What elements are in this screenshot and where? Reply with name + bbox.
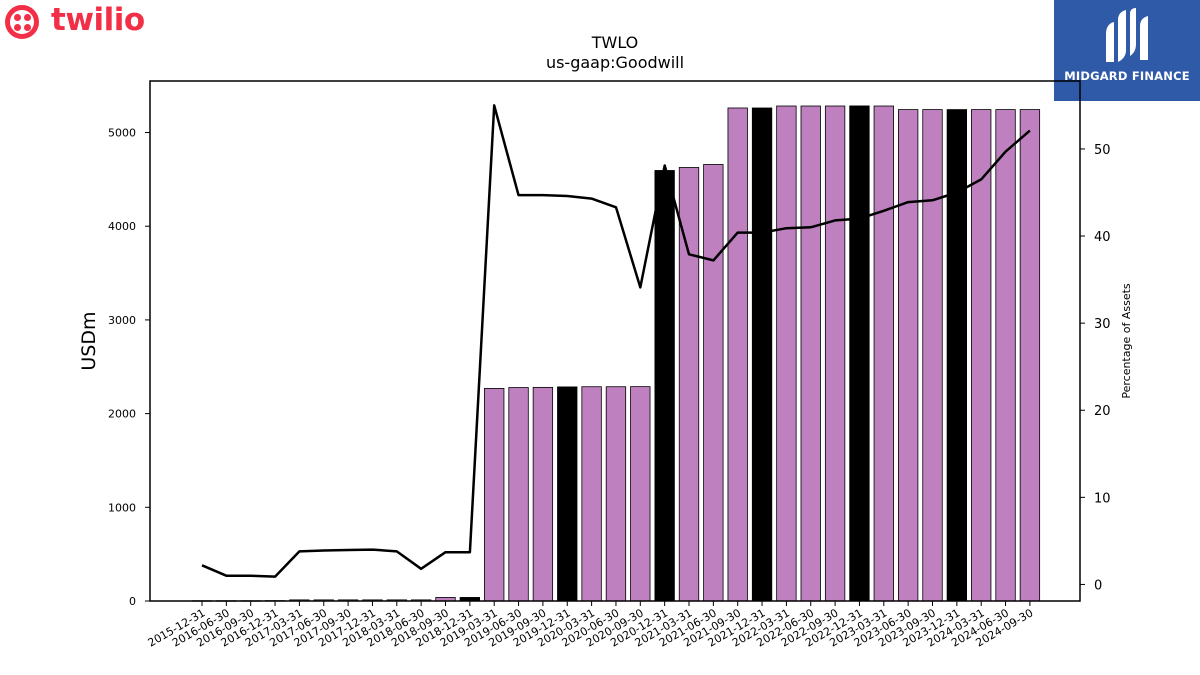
bar	[751, 107, 773, 602]
y-tick-label: 1000	[108, 501, 136, 514]
bar	[654, 170, 675, 602]
y-axis-label: USDm	[78, 311, 100, 370]
logo-dot	[24, 24, 31, 31]
y-axis-right: 0 10 20 30 40 50	[1080, 143, 1111, 593]
bar	[630, 386, 651, 602]
bar	[898, 109, 919, 602]
bar	[1019, 109, 1041, 602]
percentage-line	[201, 104, 1031, 578]
x-axis: 2015-12-312016-06-302016-09-302016-12-31…	[146, 601, 1035, 650]
logo-dot	[24, 14, 31, 21]
y2-tick-label: 30	[1094, 317, 1111, 332]
bar	[873, 105, 894, 602]
midgard-logo-text: MIDGARD FINANCE	[1064, 69, 1190, 83]
bar	[800, 105, 821, 602]
y-axis-left: 0 1000 2000 3000 4000 5000	[108, 127, 150, 608]
chart-subtitle: us-gaap:Goodwill	[546, 53, 684, 72]
y2-tick-label: 0	[1094, 578, 1102, 593]
y2-tick-label: 50	[1094, 143, 1111, 158]
bar	[824, 105, 846, 602]
logo-dot	[14, 14, 21, 21]
bar	[946, 109, 967, 602]
y-tick-label: 5000	[108, 127, 136, 140]
bar	[727, 107, 748, 602]
plot-frame	[149, 80, 1081, 602]
twilio-logo-icon	[5, 5, 39, 39]
twilio-logo: twilio	[4, 2, 154, 48]
bar	[557, 386, 578, 602]
twilio-logo-text: twilio	[51, 2, 145, 38]
bar	[995, 109, 1016, 602]
midgard-logo-icon	[1106, 8, 1148, 62]
y2-tick-label: 20	[1094, 404, 1111, 419]
y-tick-label: 3000	[108, 314, 136, 327]
chart-title: TWLO	[591, 33, 639, 52]
y-tick-label: 2000	[108, 408, 136, 421]
logo-dot	[14, 24, 21, 31]
bar	[922, 109, 943, 602]
bar	[849, 105, 870, 602]
y-tick-label: 4000	[108, 220, 136, 233]
bar	[508, 387, 529, 602]
bar	[703, 164, 724, 602]
bar	[532, 386, 554, 602]
y2-axis-label: Percentage of Assets	[1120, 283, 1133, 399]
line-series	[201, 104, 1031, 578]
bar-series	[191, 105, 1041, 602]
bar	[605, 386, 627, 602]
y2-tick-label: 10	[1094, 491, 1111, 506]
y2-tick-label: 40	[1094, 230, 1111, 245]
bar	[776, 105, 797, 602]
bar	[484, 388, 505, 602]
midgard-finance-logo: MIDGARD FINANCE	[1054, 0, 1200, 101]
y-tick-label: 0	[129, 595, 136, 608]
bar	[581, 386, 602, 602]
